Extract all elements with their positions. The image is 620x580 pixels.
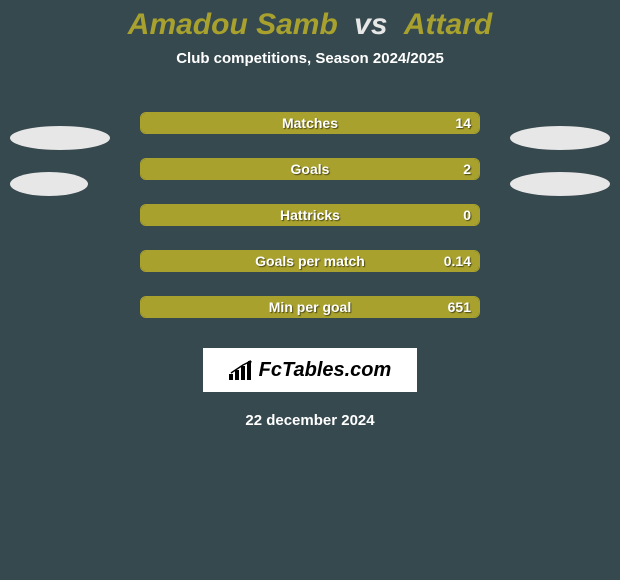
stat-bar-value: 0.14 (444, 253, 471, 269)
stat-bar-value: 651 (448, 299, 471, 315)
stat-bar-label: Goals (291, 161, 330, 177)
title-right: Attard (404, 8, 492, 42)
brand-logo: FcTables.com (203, 348, 417, 392)
title-left: Amadou Samb (128, 8, 338, 42)
stat-bar-label: Hattricks (280, 207, 340, 223)
stat-bar: Matches 14 (140, 112, 480, 134)
decorative-ellipse (510, 126, 610, 150)
stat-bar: Hattricks 0 (140, 204, 480, 226)
decorative-ellipse (510, 172, 610, 196)
page-title: Amadou Samb vs Attard (0, 0, 620, 42)
stat-bar-value: 2 (463, 161, 471, 177)
subtitle: Club competitions, Season 2024/2025 (0, 50, 620, 67)
stat-bar-value: 14 (455, 115, 471, 131)
decorative-ellipse (10, 126, 110, 150)
stat-bar-label: Goals per match (255, 253, 365, 269)
decorative-ellipse (10, 172, 88, 196)
brand-text: FcTables.com (259, 359, 392, 382)
stat-bar: Goals 2 (140, 158, 480, 180)
stat-bar-label: Matches (282, 115, 338, 131)
stat-bar-label: Min per goal (269, 299, 351, 315)
stat-bar: Goals per match 0.14 (140, 250, 480, 272)
stat-bar: Min per goal 651 (140, 296, 480, 318)
date: 22 december 2024 (0, 412, 620, 429)
stat-bar-value: 0 (463, 207, 471, 223)
bars-icon (229, 360, 255, 380)
title-vs: vs (354, 8, 387, 42)
